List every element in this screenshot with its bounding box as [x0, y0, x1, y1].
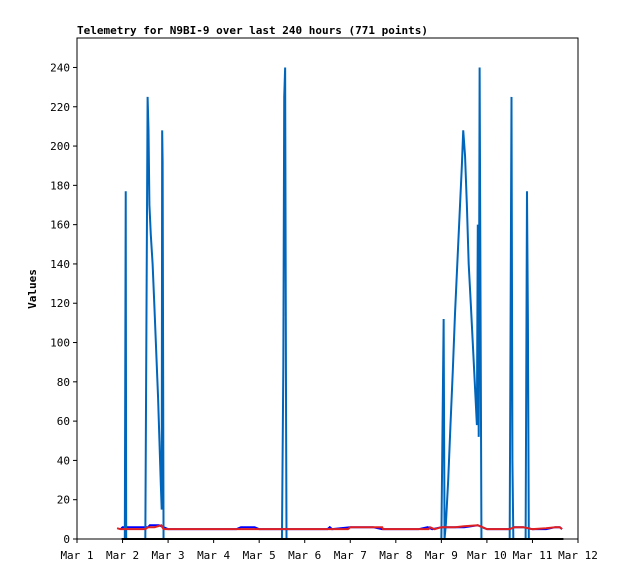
y-tick-label: 240	[50, 61, 70, 74]
x-tick-label: Mar 12	[558, 549, 598, 562]
chart-title: Telemetry for N9BI-9 over last 240 hours…	[77, 24, 428, 37]
y-tick-label: 100	[50, 337, 70, 350]
y-tick-label: 120	[50, 297, 70, 310]
x-tick-label: Mar 6	[288, 549, 321, 562]
x-tick-label: Mar 8	[379, 549, 412, 562]
x-tick-label: Mar 11	[513, 549, 553, 562]
y-tick-label: 180	[50, 179, 70, 192]
x-tick-label: Mar 4	[197, 549, 230, 562]
y-tick-label: 160	[50, 219, 70, 232]
y-tick-label: 140	[50, 258, 70, 271]
x-tick-label: Mar 1	[60, 549, 93, 562]
y-tick-label: 80	[57, 376, 70, 389]
x-tick-label: Mar 9	[425, 549, 458, 562]
y-tick-label: 60	[57, 415, 70, 428]
y-tick-label: 20	[57, 494, 70, 507]
y-tick-label: 220	[50, 101, 70, 114]
x-tick-label: Mar 7	[334, 549, 367, 562]
x-tick-label: Mar 10	[467, 549, 507, 562]
y-tick-label: 0	[63, 533, 70, 546]
series-line-3	[116, 524, 563, 531]
y-axis: 0 20 40 60 80 100 120 140 160 180 200 220 240	[50, 61, 77, 546]
x-tick-label: Mar 2	[106, 549, 139, 562]
y-tick-label: 40	[57, 454, 70, 467]
x-tick-label: Mar 3	[152, 549, 185, 562]
x-axis: Mar 1 Mar 2 Mar 3 Mar 4 Mar 5 Mar 6 Mar 7 Mar 8…	[60, 539, 598, 562]
y-axis-label: Values	[26, 269, 39, 309]
y-tick-label: 200	[50, 140, 70, 153]
series-line-2	[122, 67, 560, 540]
series-layer	[116, 67, 564, 540]
x-tick-label: Mar 5	[243, 549, 276, 562]
plot-area-frame	[76, 37, 579, 540]
